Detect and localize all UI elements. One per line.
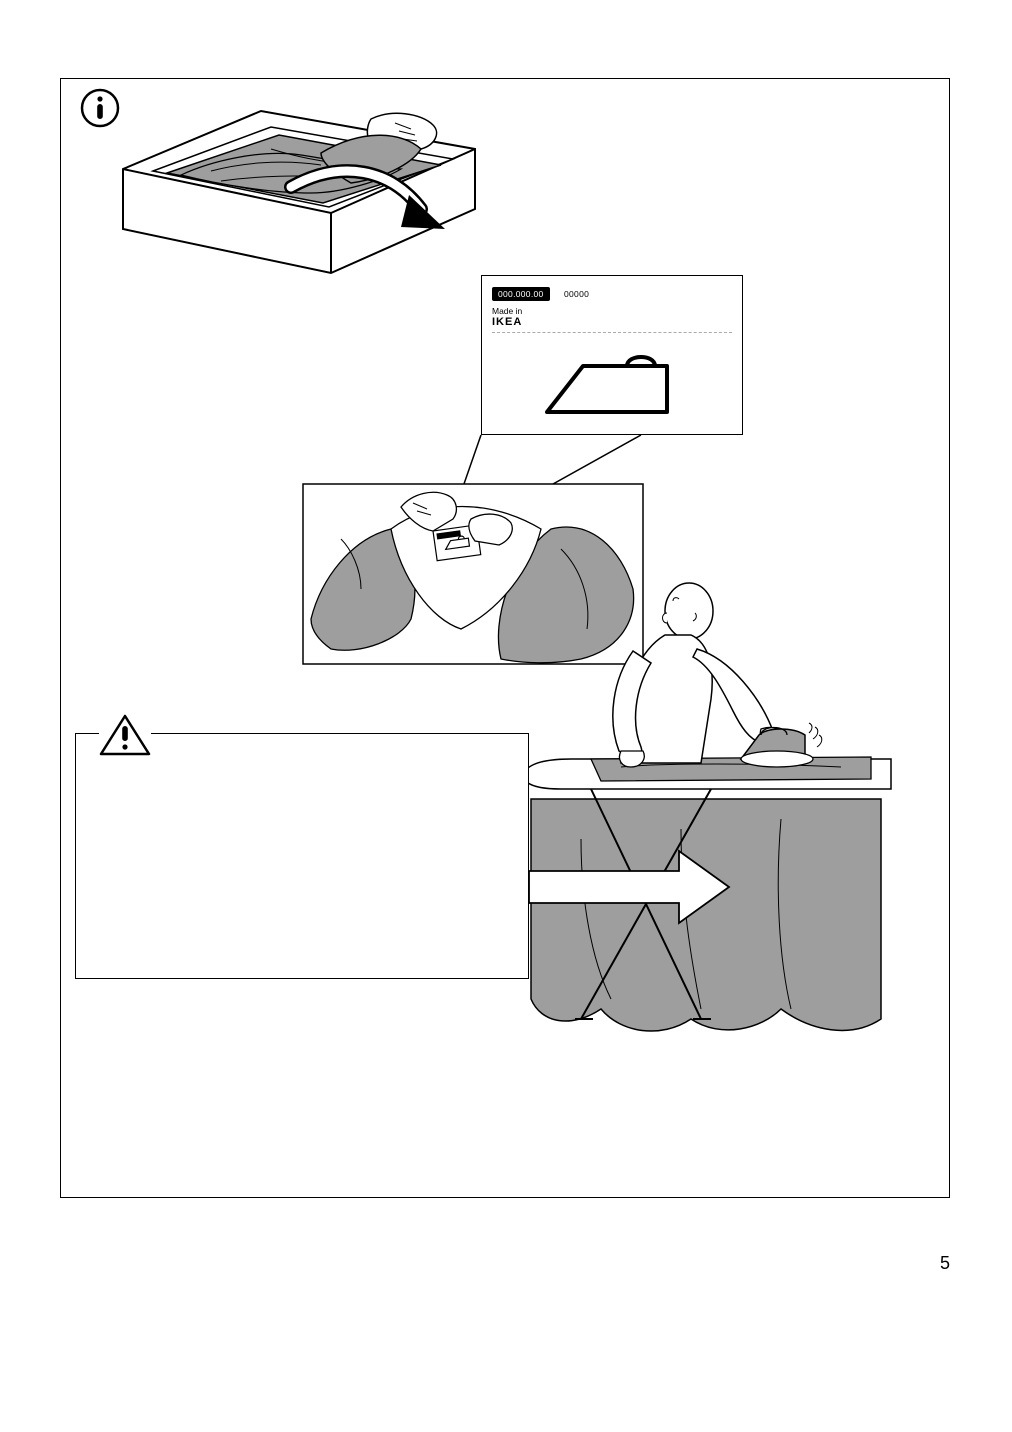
label-callout-pointer	[449, 435, 641, 533]
made-in-label: Made in	[492, 306, 732, 316]
unpack-illustration	[123, 111, 475, 273]
brand-label: IKEA	[492, 316, 732, 328]
info-icon	[79, 87, 121, 129]
ironing-illustration	[524, 583, 891, 1031]
direction-arrow	[529, 851, 729, 923]
article-code: 000.000.00	[492, 287, 550, 301]
instruction-page: 000.000.00 00000 Made in IKEA	[60, 78, 950, 1198]
warning-icon	[99, 714, 151, 756]
page-number: 5	[940, 1253, 950, 1274]
iron-care-symbol	[537, 354, 687, 424]
batch-code: 00000	[558, 287, 595, 301]
check-label-illustration	[303, 484, 643, 664]
label-divider	[492, 332, 732, 333]
care-label-callout: 000.000.00 00000 Made in IKEA	[481, 275, 743, 435]
warning-box	[75, 733, 529, 979]
illustrations-layer	[61, 79, 951, 1199]
